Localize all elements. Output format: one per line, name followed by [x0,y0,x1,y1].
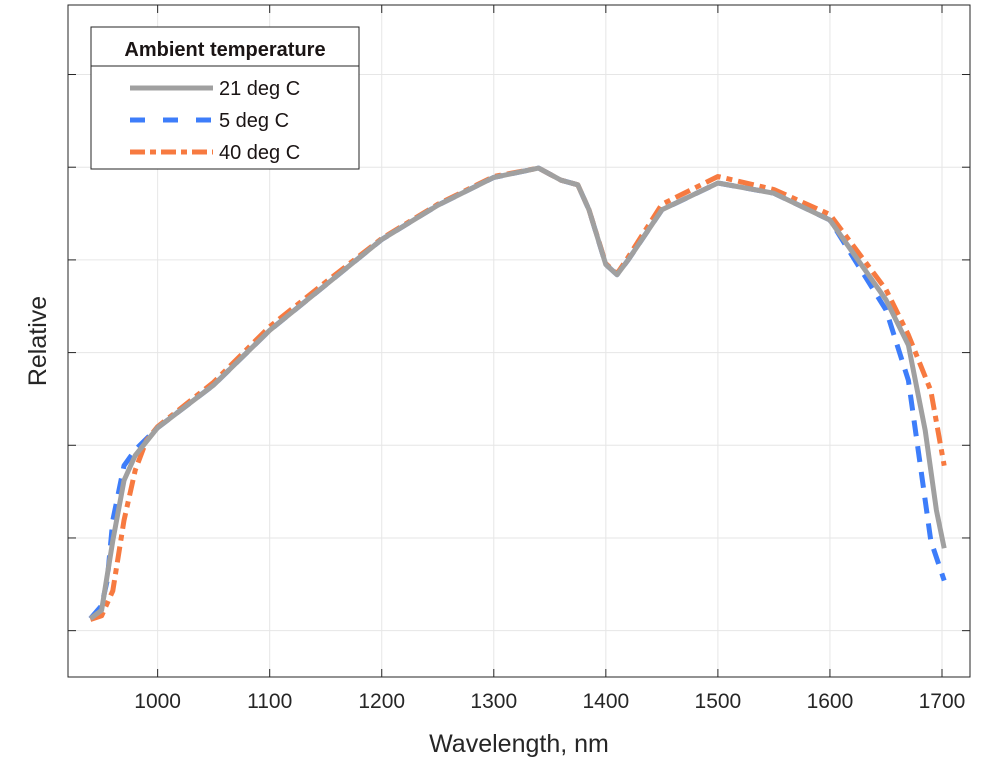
series-line-40-deg-C [89,165,947,622]
ticks: 1000 1100 1200 1300 1400 1500 1600 1700 [68,5,970,713]
series-group [88,165,947,622]
x-tick-label: 1600 [807,690,854,713]
x-tick-label: 1500 [695,690,742,713]
legend-label: 21 deg C [219,78,300,100]
y-axis-label: Relative [24,296,52,386]
x-tick-label: 1300 [470,690,517,713]
legend-title: Ambient temperature [124,39,325,61]
grid [68,5,970,677]
legend-label: 40 deg C [219,142,300,164]
x-axis-label: Wavelength, nm [429,730,609,758]
x-tick-label: 1000 [134,690,181,713]
legend: Ambient temperature 21 deg C 5 deg C 40 de… [90,26,360,170]
series-line-5-deg-C [88,165,947,621]
x-tick-label: 1100 [247,690,292,713]
legend-label: 5 deg C [219,110,289,132]
series-line-21-deg-C [88,165,947,621]
legend-box [90,26,360,170]
x-tick-label: 1700 [919,690,966,713]
plot-area-frame [67,4,971,678]
x-tick-label: 1200 [358,690,405,713]
x-tick-label: 1400 [582,690,629,713]
